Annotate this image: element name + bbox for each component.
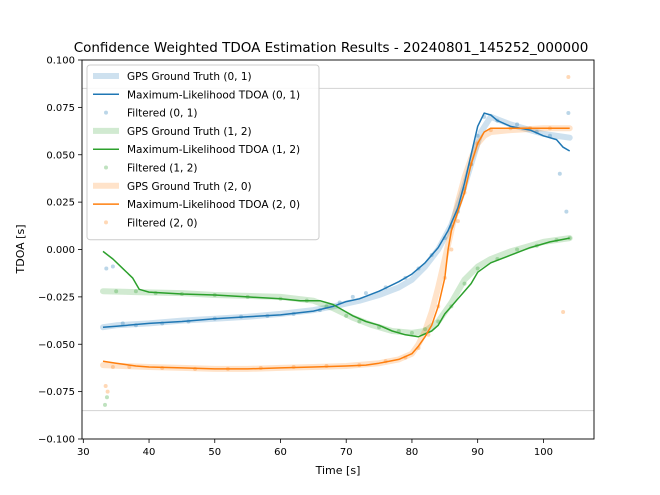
x-tick-label: 100 <box>534 447 553 458</box>
filtered-0-1-point <box>110 264 115 269</box>
y-axis-label: TDOA [s] <box>14 225 27 275</box>
filtered-0-1-point <box>120 321 125 326</box>
legend-label-filtered-1-2: Filtered (1, 2) <box>127 163 197 175</box>
legend-label-gps-ground-truth-2-0: GPS Ground Truth (2, 0) <box>127 181 252 193</box>
filtered-1-2-point <box>103 402 108 407</box>
x-axis-label: Time [s] <box>315 464 361 477</box>
legend-swatch-filtered-1-2 <box>104 165 108 170</box>
filtered-2-0-point <box>127 364 132 369</box>
filtered-2-0-point <box>566 75 571 80</box>
y-tick-label: −0.025 <box>38 292 75 303</box>
y-tick-label: 0.050 <box>46 150 75 161</box>
x-axis: 30 40 50 60 70 80 90 100 <box>77 439 553 458</box>
filtered-1-2-point <box>423 327 428 332</box>
maximum-likelihood-tdoa-1-2-line <box>102 237 570 338</box>
legend-label-filtered-2-0: Filtered (2, 0) <box>127 217 197 229</box>
y-tick-label: 0.075 <box>46 103 75 114</box>
maximum-likelihood-tdoa-0-1-line <box>102 112 571 328</box>
x-tick-label: 60 <box>274 447 287 458</box>
x-tick-label: 70 <box>340 447 353 458</box>
filtered-2-0-point <box>561 310 566 315</box>
filtered-0-1-point <box>363 291 368 296</box>
legend-label-maximum-likelihood-tdoa-1-2: Maximum-Likelihood TDOA (1, 2) <box>127 144 300 156</box>
x-tick-label: 50 <box>208 447 221 458</box>
legend-box <box>86 64 320 241</box>
filtered-2-0-point <box>105 389 110 394</box>
filtered-0-1-point <box>557 171 562 176</box>
plot-frame <box>81 59 595 440</box>
filtered-0-1-point <box>350 294 355 299</box>
y-tick-label: −0.100 <box>38 435 75 446</box>
filtered-0-1-point <box>564 209 569 214</box>
legend-label-maximum-likelihood-tdoa-2-0: Maximum-Likelihood TDOA (2, 0) <box>127 199 300 211</box>
filtered-2-0-point <box>455 219 460 224</box>
filtered-1-2-point <box>133 289 138 294</box>
legend: GPS Ground Truth (0, 1) Maximum-Likelihoo… <box>86 64 320 241</box>
filtered-2-0-point <box>103 383 108 388</box>
legend-swatch-filtered-0-1 <box>104 110 108 115</box>
x-tick-label: 80 <box>406 447 419 458</box>
y-tick-label: 0.100 <box>46 56 75 67</box>
filtered-1-2-point <box>104 395 109 400</box>
maximum-likelihood-tdoa-2-0-line <box>102 127 570 370</box>
x-tick-label: 90 <box>471 447 484 458</box>
filtered-2-0-point <box>110 364 115 369</box>
filtered-1-2-point <box>409 330 414 335</box>
filtered-1-2-point <box>344 313 349 318</box>
y-tick-label: −0.075 <box>38 387 75 398</box>
filtered-1-2-point <box>475 266 480 271</box>
chart-title: Confidence Weighted TDOA Estimation Resu… <box>74 40 589 56</box>
legend-label-gps-ground-truth-0-1: GPS Ground Truth (0, 1) <box>127 71 252 83</box>
filtered-0-1-point <box>475 133 480 138</box>
legend-swatch-filtered-2-0 <box>104 220 108 225</box>
y-tick-label: 0.000 <box>46 245 75 256</box>
y-tick-label: −0.050 <box>38 340 75 351</box>
legend-label-filtered-0-1: Filtered (0, 1) <box>127 108 197 120</box>
plot-area <box>82 75 594 412</box>
legend-label-maximum-likelihood-tdoa-0-1: Maximum-Likelihood TDOA (0, 1) <box>127 89 300 101</box>
filtered-1-2-point <box>357 319 362 324</box>
filtered-1-2-point <box>515 247 520 252</box>
y-tick-label: 0.025 <box>46 198 75 209</box>
filtered-1-2-point <box>114 289 119 294</box>
x-tick-label: 40 <box>143 447 156 458</box>
filtered-1-2-point <box>462 281 467 286</box>
x-tick-label: 30 <box>77 447 90 458</box>
filtered-0-1-point <box>515 122 520 127</box>
filtered-0-1-point <box>104 266 109 271</box>
y-axis: −0.100 −0.075 −0.050 −0.025 0.000 0.025 0.050 0… <box>38 56 82 446</box>
filtered-0-1-point <box>566 111 571 116</box>
legend-label-gps-ground-truth-1-2: GPS Ground Truth (1, 2) <box>127 126 252 138</box>
filtered-2-0-point <box>449 247 454 252</box>
